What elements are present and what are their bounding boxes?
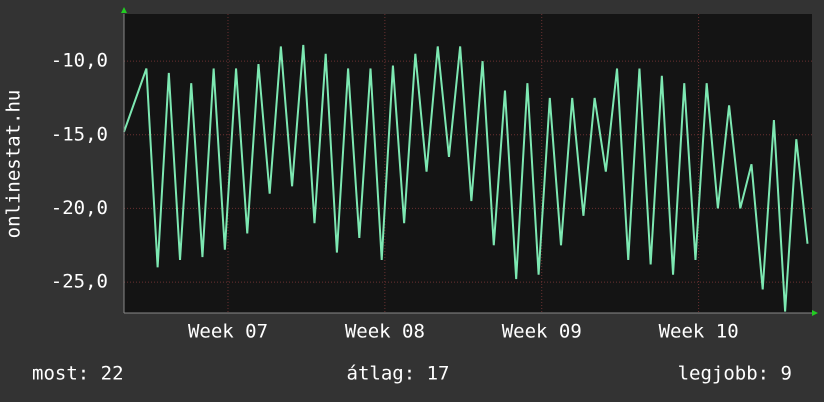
y-axis-label: onlinestat.hu — [3, 90, 25, 239]
data-line — [123, 44, 809, 312]
x-tick-label: Week 09 — [502, 321, 582, 343]
x-tick-label: Week 07 — [188, 321, 268, 343]
footer-current: most: 22 — [32, 363, 124, 385]
axis-arrow — [812, 310, 818, 316]
x-tick-label: Week 08 — [345, 321, 425, 343]
x-tick-label: Week 10 — [659, 321, 739, 343]
y-tick-label: -10,0 — [51, 50, 108, 72]
y-tick-label: -25,0 — [51, 271, 108, 293]
footer-average: átlag: 17 — [347, 363, 450, 385]
axis-arrow — [121, 7, 127, 13]
y-tick-label: -15,0 — [51, 123, 108, 145]
y-tick-label: -20,0 — [51, 197, 108, 219]
footer-best: legjobb: 9 — [678, 363, 792, 385]
